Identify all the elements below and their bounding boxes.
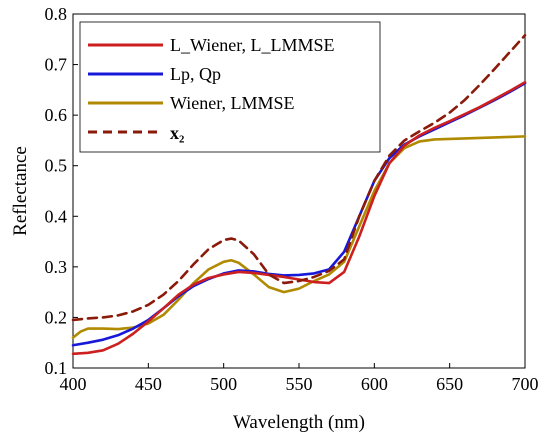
legend-label-l-wiener: L_Wiener, L_LMMSE [170, 35, 335, 55]
y-axis-title: Reflectance [10, 146, 31, 236]
series-layer [71, 33, 527, 356]
series-line-x2 [71, 33, 527, 322]
y-tick-label: 0.8 [45, 4, 68, 24]
y-tick-label: 0.3 [45, 257, 68, 277]
x-tick-label: 650 [436, 374, 463, 394]
legend-item-wiener: Wiener, LMMSE [88, 93, 295, 113]
legend-item-lp-qp: Lp, Qp [88, 64, 221, 84]
x-tick-label: 600 [361, 374, 388, 394]
series-line-l-wiener [71, 80, 527, 356]
legend-label-lp-qp: Lp, Qp [170, 64, 221, 84]
ticks-layer: 400 450 500 550 600 650 700 0.1 0.2 0.3 0.4 0.5 0.6 0… [45, 4, 539, 394]
x-tick-label: 500 [210, 374, 237, 394]
y-tick-label: 0.2 [45, 307, 68, 327]
legend: L_Wiener, L_LMMSE Lp, Qp Wiener, LMMSE x… [79, 21, 381, 153]
y-tick-label: 0.1 [45, 358, 68, 378]
x-tick-label: 400 [60, 374, 87, 394]
legend-label-x2: x₂ [170, 123, 184, 143]
legend-label-wiener: Wiener, LMMSE [170, 93, 295, 113]
legend-item-x2: x₂ [88, 123, 184, 143]
x-tick-label: 450 [135, 374, 162, 394]
legend-item-l-wiener: L_Wiener, L_LMMSE [88, 35, 335, 55]
y-tick-label: 0.5 [45, 156, 68, 176]
x-axis-title: Wavelength (nm) [233, 412, 365, 433]
y-tick-label: 0.7 [45, 55, 68, 75]
y-tick-label: 0.6 [45, 105, 68, 125]
y-tick-label: 0.4 [45, 206, 68, 226]
x-tick-label: 700 [512, 374, 539, 394]
x-tick-label: 550 [286, 374, 313, 394]
